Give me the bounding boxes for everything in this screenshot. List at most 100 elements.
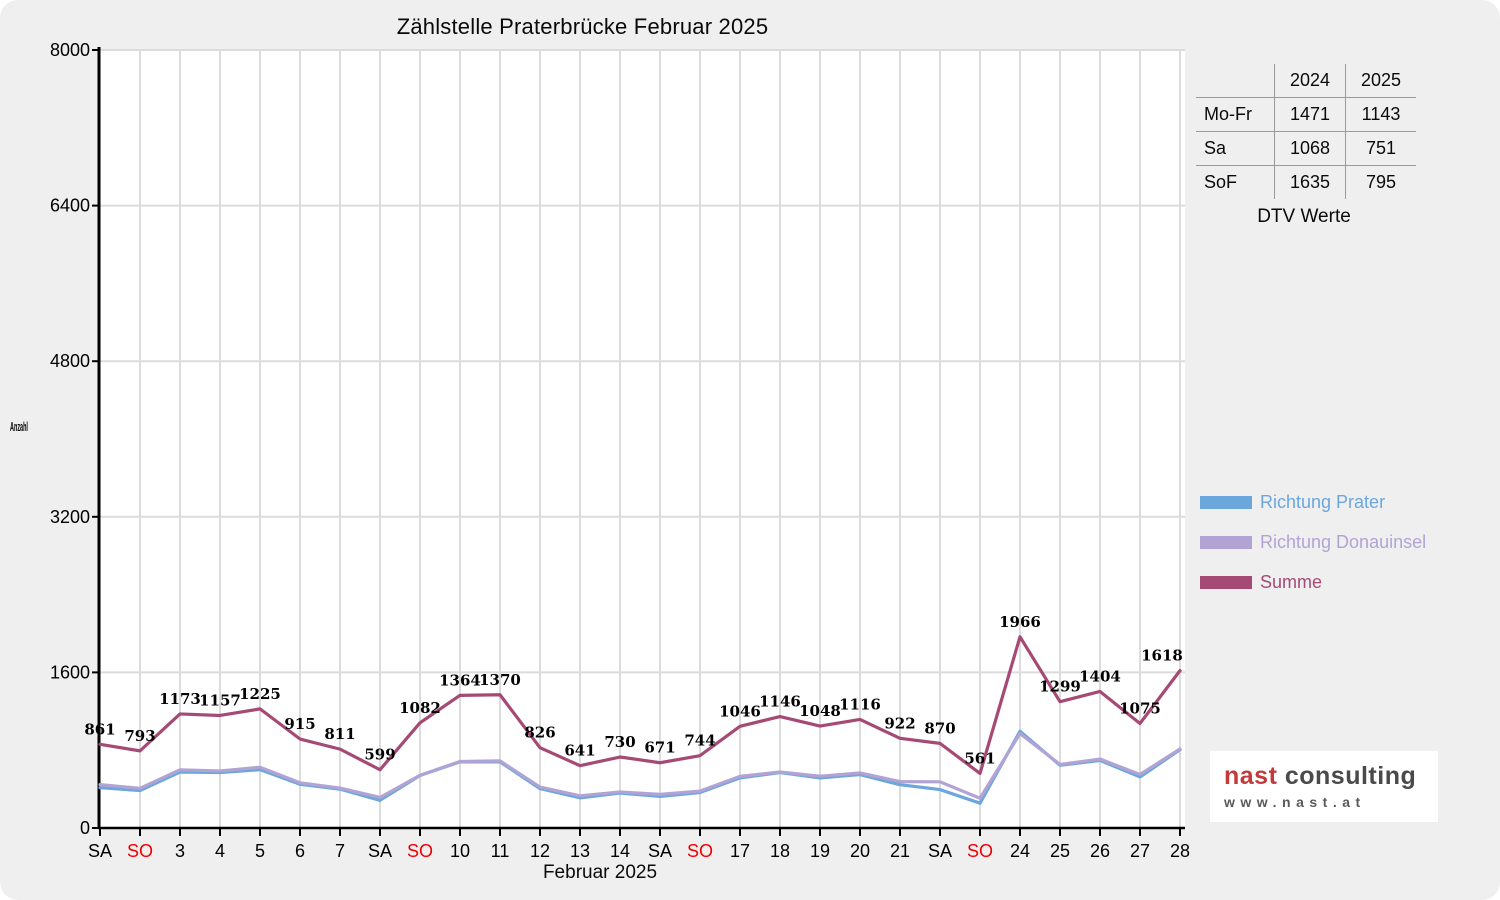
data-label: 1075	[1119, 699, 1161, 717]
logo-website: www.nast.at	[1224, 794, 1366, 810]
x-tick-label: SA	[368, 841, 392, 861]
x-tick-label: 11	[491, 841, 510, 861]
dtv-row-label: Sa	[1196, 131, 1275, 166]
table-row: SoF 1635 795	[1196, 165, 1416, 199]
nast-consulting-logo: nast consulting www.nast.at	[1210, 751, 1438, 822]
legend-item-summe: Summe	[1200, 572, 1426, 592]
logo-brand-primary: nast	[1224, 762, 1278, 790]
data-label: 599	[364, 746, 395, 764]
x-tick-label: 7	[335, 841, 345, 861]
x-tick-label: 28	[1170, 841, 1190, 861]
legend-swatch-donauinsel	[1200, 535, 1252, 549]
legend-label-summe: Summe	[1260, 571, 1323, 592]
x-tick-label: 21	[890, 841, 910, 861]
data-label: 1370	[479, 671, 521, 689]
data-label: 861	[84, 720, 115, 738]
richtung-donauinsel-line	[98, 731, 1182, 800]
data-label: 641	[564, 742, 595, 760]
data-label: 561	[964, 749, 995, 767]
y-tick-label: 4800	[50, 351, 90, 371]
data-label: 1225	[239, 685, 281, 703]
x-tick-label: 6	[295, 841, 305, 861]
data-label: 811	[324, 725, 355, 743]
y-tick-label: 3200	[50, 507, 90, 527]
x-tick-label: 12	[530, 841, 550, 861]
data-label: 826	[524, 724, 555, 742]
y-tick-label: 0	[80, 818, 90, 838]
data-label: 1146	[759, 693, 801, 711]
data-label: 915	[284, 715, 315, 733]
legend-label-donauinsel: Richtung Donauinsel	[1260, 531, 1427, 552]
chart-title: Zählstelle Praterbrücke Februar 2025	[396, 14, 769, 39]
x-tick-label: 24	[1010, 841, 1030, 861]
x-tick-label: 5	[255, 841, 265, 861]
x-axis-title: Februar 2025	[542, 862, 658, 883]
y-tick-label: 6400	[50, 196, 90, 216]
x-tick-label: 26	[1090, 841, 1110, 861]
x-tick-label: 25	[1050, 841, 1070, 861]
data-label: 1299	[1039, 678, 1081, 696]
x-tick-label: SA	[88, 841, 112, 861]
dtv-header-row: 2024 2025	[1196, 64, 1416, 98]
table-caption: DTV Werte	[1257, 206, 1351, 227]
dtv-header-empty	[1196, 64, 1275, 98]
x-tick-label: 4	[215, 841, 225, 861]
data-label: 730	[604, 733, 635, 751]
data-label: 1618	[1141, 647, 1183, 665]
y-tick-label: 8000	[50, 40, 90, 60]
table-row: Mo-Fr 1471 1143	[1196, 97, 1416, 132]
legend-swatch-prater	[1200, 495, 1252, 509]
data-label: 922	[884, 714, 915, 732]
dtv-cell: 1471	[1274, 97, 1346, 132]
x-tick-label: 27	[1130, 841, 1150, 861]
dtv-header-2024: 2024	[1274, 64, 1346, 98]
dtv-header-2025: 2025	[1345, 64, 1416, 98]
x-tick-label: 3	[175, 841, 185, 861]
data-label: 1046	[719, 702, 761, 720]
x-tick-label: 18	[770, 841, 790, 861]
dtv-table: 2024 2025 Mo-Fr 1471 1143 Sa 1068 751 So…	[1196, 64, 1416, 199]
x-tick-label: 17	[730, 841, 750, 861]
data-label: 1404	[1079, 667, 1121, 685]
logo-brand-secondary: consulting	[1284, 762, 1417, 790]
legend-item-donauinsel: Richtung Donauinsel	[1200, 532, 1426, 552]
dtv-cell: 751	[1345, 131, 1416, 166]
y-axis-label: Anzahl	[10, 421, 28, 435]
data-label: 870	[924, 719, 955, 737]
legend-label-prater: Richtung Prater	[1260, 491, 1386, 512]
x-tick-label: SO	[687, 841, 713, 861]
x-tick-label: 10	[450, 841, 470, 861]
legend-item-prater: Richtung Prater	[1200, 492, 1426, 512]
x-tick-label: 20	[850, 841, 870, 861]
y-tick-label: 1600	[50, 662, 90, 682]
data-label: 1364	[439, 671, 481, 689]
table-row: Sa 1068 751	[1196, 131, 1416, 166]
line-chart: 861 7931173115712259158115991082136413708…	[10, 40, 1190, 861]
dtv-cell: 1635	[1274, 165, 1346, 199]
x-tick-label: SO	[967, 841, 993, 861]
x-tick-label: SA	[648, 841, 672, 861]
logo-brand: nast consulting	[1224, 762, 1438, 791]
x-tick-label: 14	[610, 841, 630, 861]
summe-line	[98, 635, 1182, 776]
x-tick-label: SA	[928, 841, 952, 861]
legend-swatch-summe	[1200, 575, 1252, 589]
data-label: 1966	[999, 613, 1041, 631]
x-tick-label: SO	[407, 841, 433, 861]
data-label: 1173	[159, 690, 201, 708]
data-label: 1082	[399, 699, 441, 717]
dtv-cell: 1143	[1345, 97, 1416, 132]
dtv-cell: 1068	[1274, 131, 1346, 166]
x-tick-label: 13	[570, 841, 590, 861]
dtv-cell: 795	[1345, 165, 1416, 199]
data-label: 793	[124, 727, 155, 745]
dtv-row-label: SoF	[1196, 165, 1275, 199]
dtv-row-label: Mo-Fr	[1196, 97, 1275, 132]
legend: Richtung Prater Richtung Donauinsel Summ…	[1200, 492, 1426, 612]
data-label: 744	[684, 732, 715, 750]
data-label: 1048	[799, 702, 841, 720]
data-label: 671	[644, 739, 675, 757]
data-label: 1157	[199, 691, 241, 709]
